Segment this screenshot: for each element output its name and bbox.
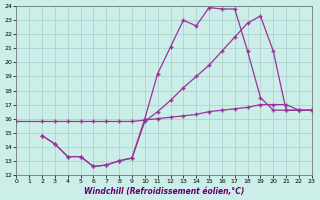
X-axis label: Windchill (Refroidissement éolien,°C): Windchill (Refroidissement éolien,°C) xyxy=(84,187,244,196)
